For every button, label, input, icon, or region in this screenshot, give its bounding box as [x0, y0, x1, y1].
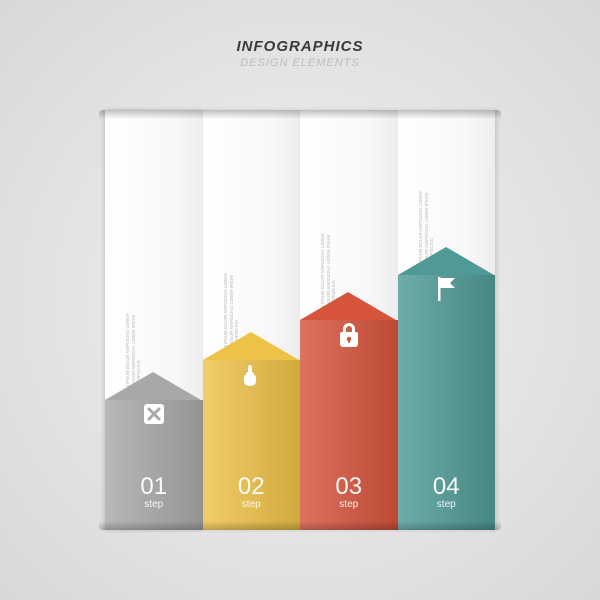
column-1-arrow: 01 step [105, 400, 203, 530]
infographic-stage: INFOGRAPHICS LOREM IPSUM DOLOR ADIPISCIN… [105, 110, 495, 530]
column-2-arrow: 02 step [203, 360, 301, 530]
cross-box-icon [141, 401, 167, 432]
flag-icon [433, 275, 459, 308]
lock-icon [337, 321, 361, 354]
column-2-step: 02 step [203, 475, 301, 510]
column-3-arrow-tip [300, 292, 396, 320]
hand-icon [237, 361, 265, 394]
column-4-step: 04 step [398, 475, 496, 510]
column-2-number: 02 [203, 475, 301, 499]
column-2: INFOGRAPHICS LOREM IPSUM DOLOR ADIPISCIN… [203, 110, 301, 530]
column-3-step: 03 step [300, 475, 398, 510]
column-3-step-word: step [300, 499, 398, 510]
column-1-step-word: step [105, 499, 203, 510]
page-title: INFOGRAPHICS [0, 38, 600, 55]
page-subtitle: DESIGN ELEMENTS [0, 57, 600, 69]
column-1: INFOGRAPHICS LOREM IPSUM DOLOR ADIPISCIN… [105, 110, 203, 530]
column-2-step-word: step [203, 499, 301, 510]
column-4-arrow: 04 step [398, 275, 496, 530]
column-4-number: 04 [398, 475, 496, 499]
column-4-step-word: step [398, 499, 496, 510]
column-1-arrow-tip [105, 372, 201, 400]
columns-container: INFOGRAPHICS LOREM IPSUM DOLOR ADIPISCIN… [105, 110, 495, 530]
column-4-arrow-tip [398, 247, 494, 275]
column-2-arrow-tip [203, 332, 299, 360]
column-1-number: 01 [105, 475, 203, 499]
column-4: INFOGRAPHICS LOREM IPSUM DOLOR ADIPISCIN… [398, 110, 496, 530]
header: INFOGRAPHICS DESIGN ELEMENTS [0, 0, 600, 69]
column-3: INFOGRAPHICS LOREM IPSUM DOLOR ADIPISCIN… [300, 110, 398, 530]
column-1-step: 01 step [105, 475, 203, 510]
column-3-number: 03 [300, 475, 398, 499]
column-3-arrow: 03 step [300, 320, 398, 530]
